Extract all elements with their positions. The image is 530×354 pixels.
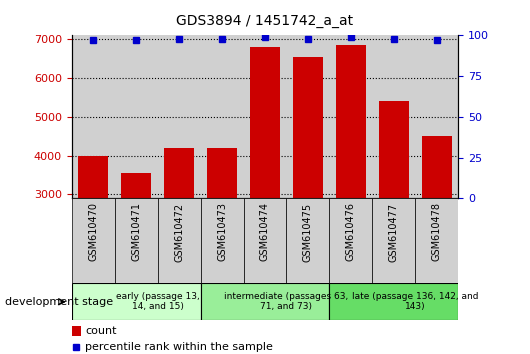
Bar xyxy=(157,198,200,283)
Bar xyxy=(207,148,237,311)
Bar xyxy=(200,35,243,198)
Bar xyxy=(200,283,330,320)
Bar xyxy=(416,35,458,198)
Bar xyxy=(287,35,330,198)
Bar xyxy=(330,35,373,198)
Bar xyxy=(164,148,194,311)
Bar xyxy=(293,57,323,311)
Bar xyxy=(114,198,157,283)
Bar xyxy=(114,35,157,198)
Bar xyxy=(250,47,280,311)
Bar xyxy=(287,198,330,283)
Text: GSM610478: GSM610478 xyxy=(432,202,442,262)
Text: GSM610474: GSM610474 xyxy=(260,202,270,262)
Bar xyxy=(422,136,452,311)
Text: GSM610472: GSM610472 xyxy=(174,202,184,262)
Text: GDS3894 / 1451742_a_at: GDS3894 / 1451742_a_at xyxy=(176,14,354,28)
Text: GSM610476: GSM610476 xyxy=(346,202,356,262)
Text: late (passage 136, 142, and
143): late (passage 136, 142, and 143) xyxy=(352,292,479,312)
Bar xyxy=(200,198,243,283)
Bar xyxy=(243,35,287,198)
Bar xyxy=(416,198,458,283)
Bar xyxy=(72,326,81,336)
Bar xyxy=(121,173,151,311)
Text: GSM610473: GSM610473 xyxy=(217,202,227,262)
Text: intermediate (passages 63,
71, and 73): intermediate (passages 63, 71, and 73) xyxy=(224,292,349,312)
Bar xyxy=(330,198,373,283)
Bar xyxy=(373,35,416,198)
Bar xyxy=(72,283,200,320)
Text: GSM610475: GSM610475 xyxy=(303,202,313,262)
Text: GSM610477: GSM610477 xyxy=(389,202,399,262)
Bar xyxy=(78,156,108,311)
Text: percentile rank within the sample: percentile rank within the sample xyxy=(85,342,273,352)
Bar xyxy=(157,35,200,198)
Bar xyxy=(72,35,114,198)
Text: development stage: development stage xyxy=(5,297,113,307)
Bar xyxy=(243,198,287,283)
Bar xyxy=(373,198,416,283)
Bar xyxy=(379,101,409,311)
Bar xyxy=(336,45,366,311)
Bar xyxy=(72,198,114,283)
Text: count: count xyxy=(85,326,117,336)
Text: early (passage 13,
14, and 15): early (passage 13, 14, and 15) xyxy=(116,292,199,312)
Text: GSM610470: GSM610470 xyxy=(88,202,98,262)
Text: GSM610471: GSM610471 xyxy=(131,202,141,262)
Bar xyxy=(330,283,458,320)
